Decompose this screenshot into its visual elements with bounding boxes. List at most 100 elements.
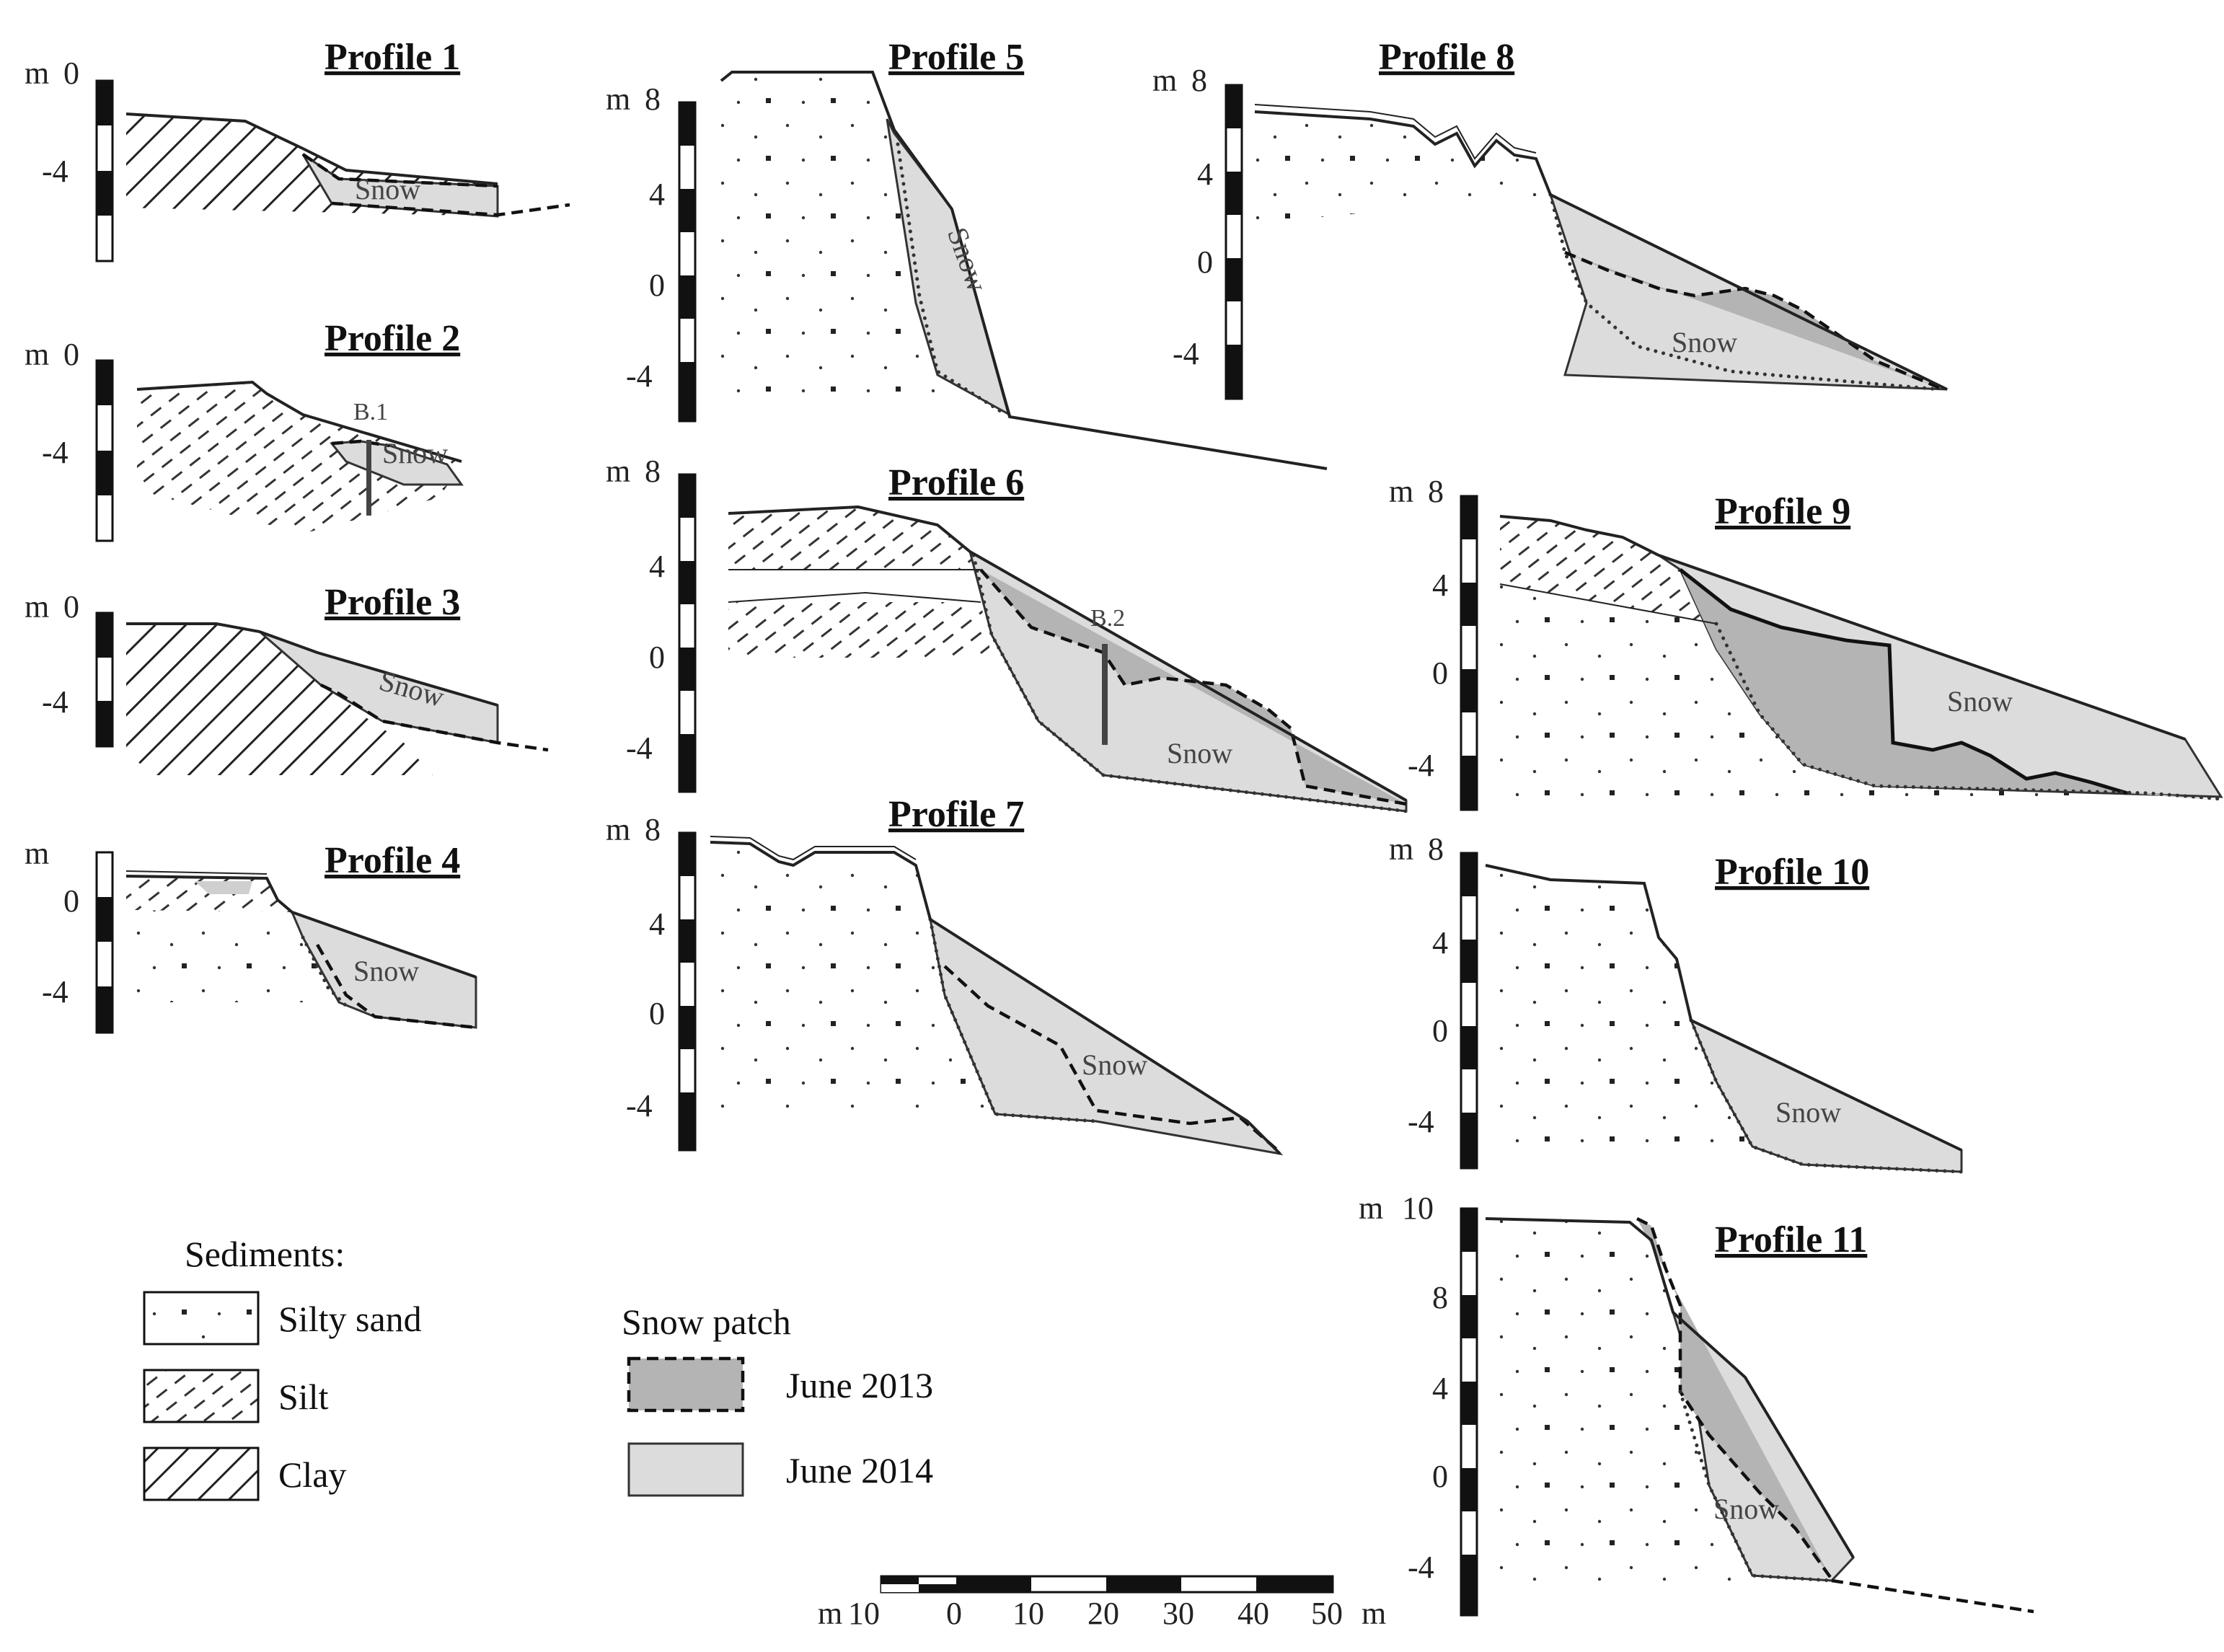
- ground-surface: [136, 380, 462, 463]
- snow-label: Snow: [1167, 737, 1232, 769]
- profile-11: m 10 8 4 0 -4 Profile 11 Snow: [1359, 1191, 2034, 1617]
- layer-boundary: [1499, 583, 1717, 624]
- axis-unit: m: [606, 812, 630, 847]
- tick-label: 0: [1432, 1459, 1448, 1494]
- ground-surface: [1499, 515, 2186, 741]
- tick-label: 8: [1428, 474, 1444, 509]
- snow-2013-line: [331, 201, 570, 217]
- ground-surface: [125, 875, 477, 979]
- clay-layer: [126, 624, 433, 775]
- silty-sand-layer: [1486, 1219, 1760, 1583]
- tick-label: 0: [1197, 244, 1213, 280]
- june-2013-base: [1689, 1018, 1964, 1174]
- profile-2-title: Profile 2: [325, 318, 460, 359]
- axis-unit: m: [1359, 1191, 1383, 1226]
- tick-label: 8: [1432, 1280, 1448, 1315]
- tick-label: 8: [645, 81, 661, 117]
- gap-layer: [728, 570, 981, 602]
- tick-label: 10: [1402, 1191, 1434, 1226]
- tick-label: -4: [1173, 336, 1199, 371]
- june-2013-base: [1678, 1390, 1834, 1583]
- june-2014-label: June 2014: [786, 1450, 933, 1490]
- snow-2013-line: [320, 683, 549, 752]
- snow-2013-line: [301, 153, 498, 188]
- borehole-label: B.2: [1090, 605, 1125, 632]
- scale-label: 40: [1237, 1596, 1269, 1631]
- profile-10: m 8 4 0 -4 Profile 10 Snow: [1389, 831, 1964, 1174]
- june-2013-base: [301, 935, 348, 1008]
- june-2013-base: [896, 142, 1008, 417]
- snow-2013-line: [1831, 1578, 2034, 1614]
- profile-10-scale: m 8 4 0 -4: [1389, 831, 1478, 1170]
- silty-sand-layer: [1500, 584, 2163, 808]
- axis-unit: m: [25, 836, 49, 871]
- borehole-label: B.1: [353, 399, 388, 425]
- scale-label: 30: [1162, 1596, 1194, 1631]
- layer-boundary: [728, 591, 981, 603]
- tick-label: 4: [1432, 925, 1448, 960]
- scale-bar: m 10 0 10 20 30 40 50 m: [818, 1575, 1386, 1631]
- tick-label: 0: [63, 56, 79, 91]
- profile-6-scale: m 8 4 0 -4: [606, 454, 697, 793]
- profile-3: m 0 -4 Profile 3 Snow: [25, 582, 549, 775]
- profile-10-title: Profile 10: [1715, 852, 1869, 893]
- profile-8-scale: m 8 4 0 -4: [1152, 63, 1243, 400]
- profile-4-title: Profile 4: [325, 840, 460, 881]
- profile-9-scale: m 8 4 0 -4: [1389, 474, 1478, 811]
- tick-label: 4: [649, 906, 665, 942]
- tick-label: 4: [649, 549, 665, 584]
- snow-2013-line: [316, 943, 477, 1030]
- profile-6: m 8 4 0 -4 Profile 6 B.2 Snow: [606, 454, 1408, 813]
- snow-label: Snow: [1672, 326, 1737, 358]
- scale-unit-left: m: [818, 1596, 842, 1631]
- snow-label: Snow: [382, 437, 448, 469]
- tick-label: 4: [649, 177, 665, 212]
- scale-label: 50: [1311, 1596, 1343, 1631]
- scale-unit-right: m: [1362, 1596, 1386, 1631]
- silt-layer-lower: [728, 593, 992, 658]
- silt-layer: [1500, 516, 1716, 624]
- silty-sand-layer: [1255, 112, 1550, 224]
- tick-label: -4: [1408, 748, 1434, 783]
- june-2013-base: [1548, 193, 1942, 392]
- silt-swatch: [143, 1369, 260, 1423]
- snow-2013-line: [1679, 568, 2128, 795]
- profile-1-title: Profile 1: [325, 37, 460, 78]
- snow-2013-line: [331, 439, 390, 448]
- surface-line: [125, 870, 268, 875]
- axis-unit: m: [1389, 831, 1413, 867]
- snow-legend: Snow patch June 2013 June 2014: [622, 1302, 933, 1497]
- ground-surface: [728, 505, 1407, 802]
- tick-label: -4: [626, 1088, 653, 1123]
- snow-label: Snow: [1775, 1096, 1841, 1128]
- profile-5: m 8 4 0 -4 Profile 5 Snow: [606, 37, 1328, 470]
- silt-layer: [137, 382, 462, 534]
- profile-7: m 8 4 0 -4 Profile 7 Snow: [606, 794, 1284, 1156]
- profile-9: m 8 4 0 -4 Profile 9 Snow: [1389, 474, 2223, 811]
- june-2013-base: [1714, 622, 2223, 801]
- axis-unit: m: [25, 56, 49, 91]
- surface-layer-line: [710, 836, 917, 861]
- tick-label: 0: [649, 640, 665, 675]
- tick-label: -4: [42, 435, 69, 470]
- tick-label: 4: [1432, 1371, 1448, 1406]
- silty-sand-layer: [710, 842, 995, 1114]
- tick-label: 0: [649, 268, 665, 303]
- clay-label: Clay: [278, 1454, 346, 1495]
- snow-label: Snow: [1713, 1493, 1779, 1525]
- tick-label: -4: [1408, 1550, 1434, 1585]
- snow-legend-title: Snow patch: [622, 1302, 791, 1342]
- ground-surface: [1485, 864, 1962, 1152]
- ground-surface: [720, 71, 1328, 470]
- silty-sand-layer: [1486, 865, 1760, 1154]
- ground-surface: [710, 841, 1281, 1155]
- tick-label: 0: [649, 996, 665, 1031]
- borehole-b1: [366, 440, 371, 516]
- profile-7-scale: m 8 4 0 -4: [606, 812, 697, 1152]
- axis-unit: m: [606, 454, 630, 489]
- ground-surface: [1485, 1217, 1855, 1559]
- axis-unit: m: [606, 81, 630, 117]
- sediments-legend: Sediments: Silty sand Silt Clay: [143, 1234, 422, 1501]
- scale-label: 0: [946, 1596, 962, 1631]
